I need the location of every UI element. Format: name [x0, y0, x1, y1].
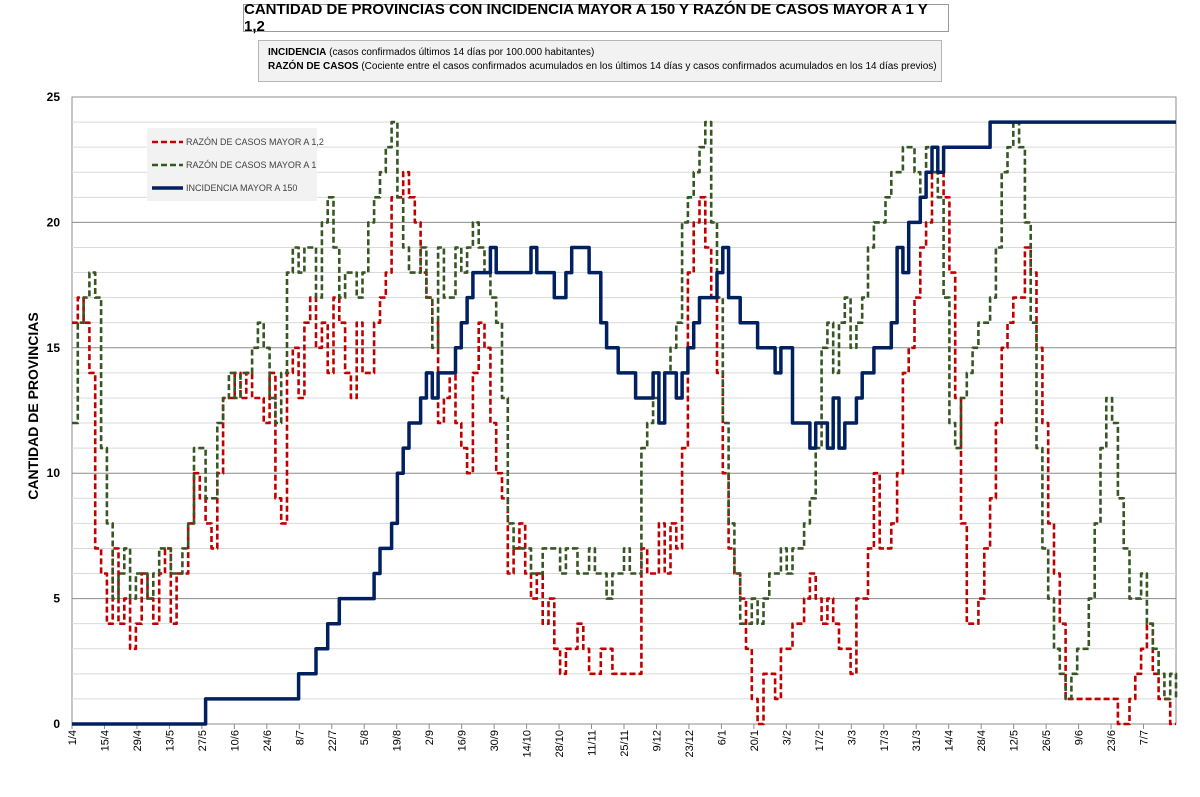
- x-tick-label: 5/8: [359, 730, 371, 745]
- razon-term: RAZÓN DE CASOS: [268, 61, 359, 72]
- x-tick-label: 28/10: [554, 730, 566, 758]
- x-tick-label: 26/5: [1041, 730, 1053, 751]
- x-tick-label: 1/4: [67, 730, 79, 745]
- x-tick-label: 6/1: [716, 730, 728, 745]
- x-tick-label: 20/1: [749, 730, 761, 751]
- series-line-razon-de-casos-mayor-a-1-2: [72, 170, 1176, 726]
- x-tick-label: 23/6: [1106, 730, 1118, 751]
- razon-desc: (Cociente entre el casos confirmados acu…: [358, 61, 937, 72]
- x-tick-label: 12/5: [1009, 730, 1021, 751]
- y-tick-label: 5: [53, 592, 60, 606]
- incidencia-term: INCIDENCIA: [268, 47, 327, 58]
- legend-label: INCIDENCIA MAYOR A 150: [186, 183, 297, 193]
- x-tick-label: 31/3: [911, 730, 923, 751]
- x-tick-label: 17/3: [879, 730, 891, 751]
- x-tick-label: 2/9: [424, 730, 436, 745]
- legend-label: RAZÓN DE CASOS MAYOR A 1: [186, 160, 316, 170]
- series-line-incidencia-mayor-a-150: [72, 120, 1176, 726]
- x-tick-label: 25/11: [619, 730, 631, 757]
- y-tick-label: 0: [53, 717, 60, 731]
- x-tick-label: 17/2: [814, 730, 826, 751]
- series-line-razon-de-casos-mayor-a-1: [72, 120, 1178, 701]
- x-tick-label: 11/11: [587, 730, 599, 756]
- x-tick-label: 8/7: [294, 730, 306, 745]
- y-axis-label: CANTIDAD DE PROVINCIAS: [25, 312, 41, 500]
- plot-area: [71, 96, 1177, 725]
- y-tick-label: 15: [47, 341, 61, 355]
- x-tick-label: 9/6: [1074, 730, 1086, 745]
- x-tick-label: 22/7: [327, 730, 339, 751]
- x-tick-label: 3/3: [846, 730, 858, 745]
- x-tick-label: 10/6: [229, 730, 241, 751]
- x-tick-label: 9/12: [651, 730, 663, 751]
- x-tick-label: 27/5: [197, 730, 209, 751]
- definitions-note: INCIDENCIA (casos confirmados últimos 14…: [258, 40, 942, 82]
- x-tick-label: 30/9: [489, 730, 501, 751]
- razon-definition: RAZÓN DE CASOS (Cociente entre el casos …: [268, 60, 941, 74]
- x-tick-label: 19/8: [392, 730, 404, 751]
- x-tick-label: 3/2: [781, 730, 793, 745]
- chart-title: CANTIDAD DE PROVINCIAS CON INCIDENCIA MA…: [243, 1, 949, 35]
- legend-label: RAZÓN DE CASOS MAYOR A 1,2: [186, 137, 324, 147]
- y-tick-label: 20: [47, 215, 61, 229]
- y-tick-label: 25: [47, 90, 61, 104]
- x-tick-label: 29/4: [132, 730, 144, 751]
- x-tick-label: 16/9: [457, 730, 469, 751]
- x-tick-label: 28/4: [976, 730, 988, 751]
- incidencia-desc: (casos confirmados últimos 14 días por 1…: [326, 47, 595, 58]
- x-tick-label: 14/10: [522, 730, 534, 758]
- x-tick-label: 14/4: [944, 730, 956, 751]
- x-tick-label: 23/12: [684, 730, 696, 758]
- y-tick-label: 10: [47, 466, 61, 480]
- x-tick-label: 13/5: [164, 730, 176, 751]
- x-tick-label: 15/4: [99, 730, 111, 751]
- incidencia-definition: INCIDENCIA (casos confirmados últimos 14…: [268, 46, 941, 60]
- x-tick-label: 24/6: [262, 730, 274, 751]
- x-tick-label: 7/7: [1139, 730, 1151, 745]
